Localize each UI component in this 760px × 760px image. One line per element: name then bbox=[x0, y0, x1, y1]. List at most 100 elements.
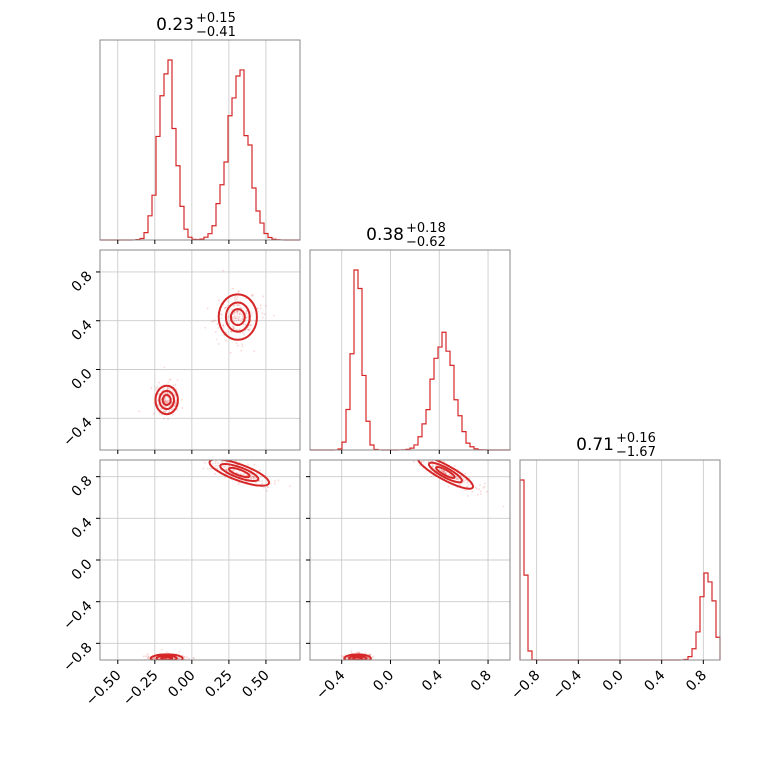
sample-point bbox=[157, 404, 160, 406]
sample-point bbox=[234, 311, 237, 314]
sample-point bbox=[351, 661, 353, 663]
sample-point bbox=[423, 457, 425, 459]
sample-point bbox=[420, 455, 422, 457]
sample-point bbox=[204, 462, 206, 464]
sample-point bbox=[172, 384, 175, 387]
sample-point bbox=[228, 322, 231, 325]
sample-point bbox=[169, 378, 172, 381]
sample-point bbox=[233, 297, 236, 300]
sample-point bbox=[146, 653, 149, 655]
sample-point bbox=[232, 317, 234, 320]
histogram-2 bbox=[310, 269, 510, 451]
sample-point bbox=[351, 661, 353, 663]
sample-point bbox=[277, 479, 280, 482]
sample-point bbox=[252, 476, 255, 478]
sample-point bbox=[164, 399, 167, 402]
sample-point bbox=[225, 461, 228, 464]
sample-point bbox=[467, 495, 469, 497]
sample-point bbox=[216, 464, 218, 467]
sample-point bbox=[262, 295, 265, 298]
sample-point bbox=[144, 655, 147, 658]
x-tick-label: 0.4 bbox=[419, 667, 446, 694]
sample-point bbox=[155, 388, 158, 391]
sample-point bbox=[220, 313, 222, 316]
sample-point bbox=[230, 330, 232, 333]
sample-point bbox=[431, 465, 434, 468]
sample-point bbox=[153, 412, 155, 415]
sample-point bbox=[173, 393, 176, 396]
y-tick-label: 0.0 bbox=[69, 556, 96, 583]
sample-point bbox=[171, 408, 174, 411]
x-tick-label: 0.50 bbox=[239, 668, 272, 701]
sample-point bbox=[216, 455, 218, 457]
sample-point bbox=[259, 304, 262, 307]
sample-point bbox=[165, 410, 167, 413]
sample-point bbox=[164, 398, 167, 401]
sample-point bbox=[222, 269, 225, 272]
sample-point bbox=[247, 316, 250, 318]
sample-point bbox=[367, 657, 370, 659]
sample-point bbox=[222, 324, 225, 327]
sample-point bbox=[466, 481, 469, 484]
sample-point bbox=[250, 295, 253, 297]
sample-point bbox=[464, 479, 467, 482]
sample-point bbox=[178, 658, 181, 660]
sample-point bbox=[239, 473, 242, 475]
contour-level-1 bbox=[217, 293, 258, 341]
sample-point bbox=[261, 312, 264, 314]
sample-point bbox=[253, 477, 256, 480]
sample-point bbox=[149, 661, 151, 663]
sample-point bbox=[179, 661, 181, 663]
sample-point bbox=[165, 662, 167, 664]
contour-level-3 bbox=[229, 308, 246, 327]
sample-point bbox=[184, 661, 186, 663]
sample-point bbox=[419, 464, 421, 467]
sample-point bbox=[166, 391, 169, 394]
sample-point bbox=[181, 407, 184, 409]
sample-point bbox=[241, 314, 244, 317]
pair-panel-2-3 bbox=[306, 455, 511, 665]
sample-point bbox=[232, 287, 234, 290]
sample-point bbox=[176, 379, 179, 381]
sample-point bbox=[460, 474, 462, 477]
y-tick-label: 0.8 bbox=[69, 473, 96, 500]
sample-point bbox=[171, 389, 174, 392]
pair-content bbox=[142, 454, 292, 664]
sample-point bbox=[164, 391, 167, 394]
x-tick-label: 0.0 bbox=[370, 668, 397, 695]
sample-point bbox=[156, 399, 159, 402]
sample-point bbox=[248, 329, 251, 332]
sample-point bbox=[162, 661, 164, 663]
sample-point bbox=[249, 324, 252, 326]
sample-point bbox=[166, 661, 168, 663]
sample-point bbox=[236, 309, 239, 312]
sample-point bbox=[449, 474, 452, 477]
sample-point bbox=[443, 470, 446, 473]
y-tick-label: 0.8 bbox=[69, 268, 96, 295]
panel-title-1: 0.23 +0.15−0.41 bbox=[156, 11, 236, 40]
sample-point bbox=[204, 326, 207, 329]
contour-level-2 bbox=[155, 654, 178, 660]
sample-point bbox=[235, 317, 237, 320]
sample-point bbox=[250, 477, 253, 480]
title-median: 0.23 bbox=[156, 15, 194, 35]
title-plus: +0.15 bbox=[196, 11, 236, 26]
sample-point bbox=[252, 475, 255, 478]
sample-point bbox=[158, 412, 161, 415]
sample-point bbox=[273, 482, 276, 485]
sample-point bbox=[369, 653, 372, 656]
sample-point bbox=[444, 471, 446, 474]
sample-point bbox=[217, 462, 220, 464]
sample-point bbox=[444, 472, 447, 474]
sample-point bbox=[240, 307, 243, 310]
sample-point bbox=[232, 305, 235, 307]
sample-point bbox=[165, 400, 168, 402]
sample-point bbox=[222, 324, 224, 327]
sample-point bbox=[455, 478, 458, 481]
sample-point bbox=[208, 454, 210, 456]
sample-point bbox=[253, 476, 256, 479]
sample-point bbox=[157, 393, 160, 396]
sample-point bbox=[168, 379, 171, 381]
sample-point bbox=[225, 468, 228, 471]
sample-point bbox=[343, 663, 345, 665]
